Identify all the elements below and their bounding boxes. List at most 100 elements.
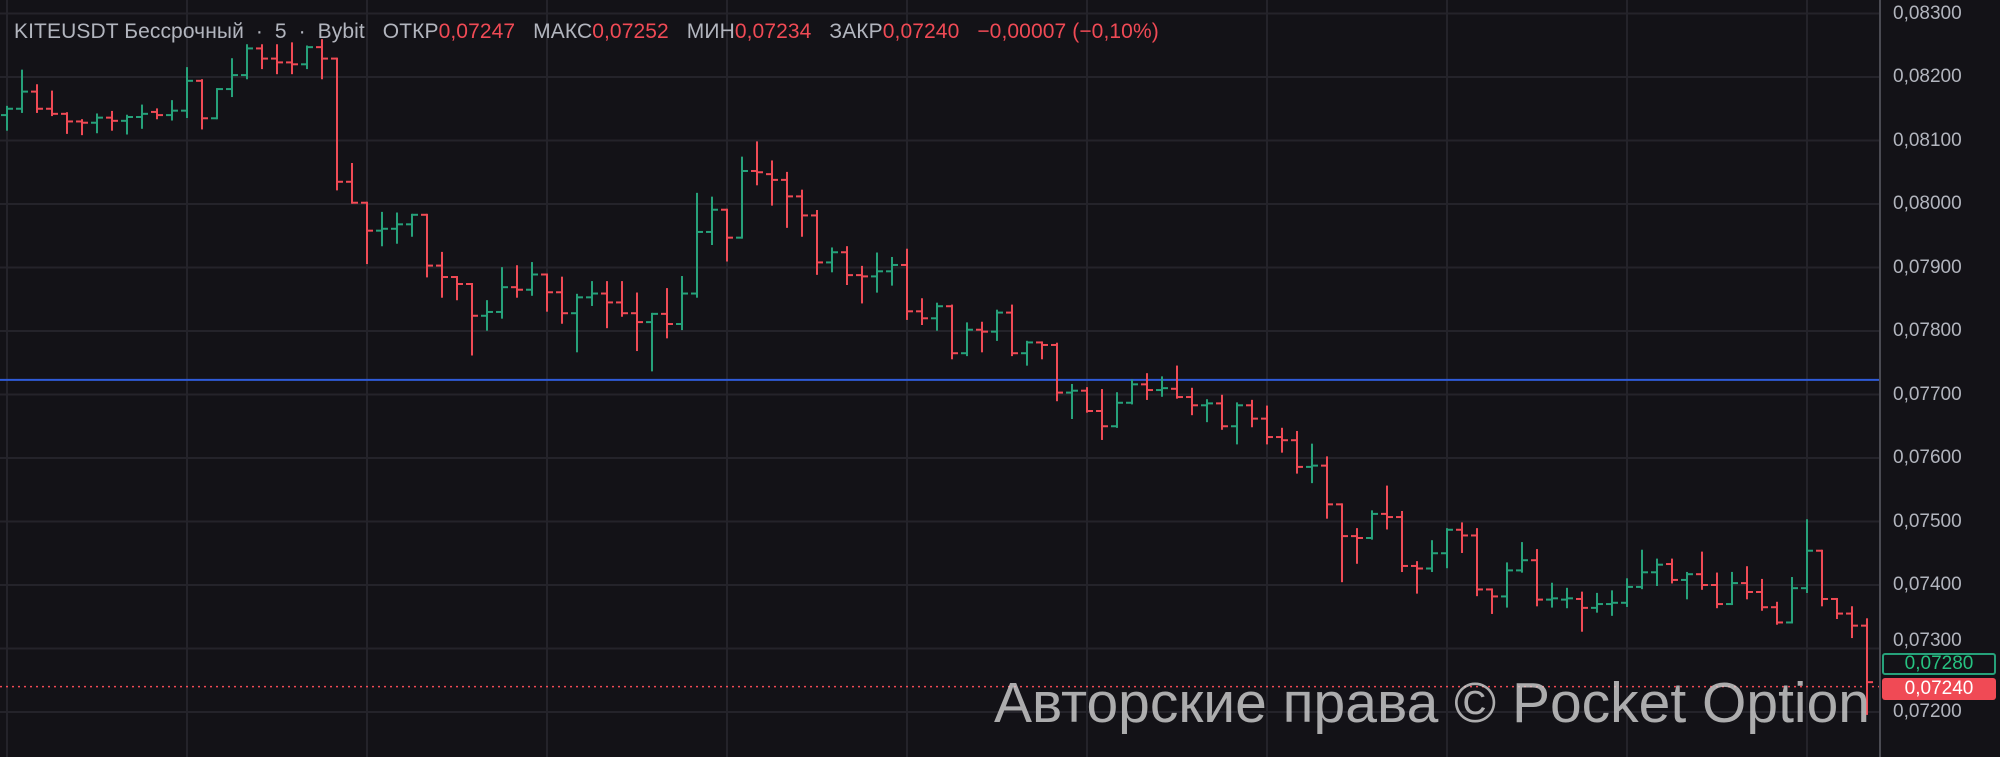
ohlc-bar [1456, 522, 1468, 553]
ohlc-bar [661, 288, 673, 339]
ohlc-bar [1861, 618, 1873, 715]
ohlc-bar [76, 119, 88, 136]
ohlc-bar [451, 276, 463, 301]
ohlc-bar [1681, 571, 1693, 600]
ohlc-bar [706, 196, 718, 246]
ohlc-bar [376, 211, 388, 247]
ohlc-bar [1591, 592, 1603, 613]
ohlc-bar [1471, 528, 1483, 597]
ohlc-bar [1441, 528, 1453, 569]
ohlc-bar [481, 300, 493, 331]
price-axis-label: 0,07300 [1893, 629, 1962, 651]
ohlc-bar [1096, 389, 1108, 440]
ohlc-bar [1831, 597, 1843, 620]
ohlc-bar [1276, 427, 1288, 453]
ohlc-bar [496, 267, 508, 319]
ohlc-bar [301, 45, 313, 70]
ohlc-bar [406, 213, 418, 237]
ohlc-bar [886, 256, 898, 286]
separator: · [298, 20, 306, 43]
ohlc-bar [511, 265, 523, 298]
ohlc-bar [1666, 558, 1678, 584]
ohlc-bar [241, 44, 253, 80]
ohlc-bar [1576, 591, 1588, 632]
ohlc-bar [286, 42, 298, 75]
ohlc-bar [1696, 551, 1708, 590]
legend-header: KITEUSDT Бессрочный · 5 · Bybit ОТКР0,07… [14, 20, 1171, 44]
price-axis-label: 0,08100 [1893, 129, 1962, 151]
ohlc-bar [781, 171, 793, 228]
ohlc-bar [916, 298, 928, 326]
price-axis-label: 0,07500 [1893, 510, 1962, 532]
ohlc-bar [16, 69, 28, 113]
ohlc-bar [1426, 540, 1438, 573]
ohlc-bar [1186, 387, 1198, 416]
ohlc-bar [541, 273, 553, 312]
ohlc-bar [1621, 578, 1633, 607]
close-value: 0,07240 [882, 20, 960, 43]
ohlc-bar [856, 265, 868, 304]
ohlc-bar [1036, 341, 1048, 360]
ohlc-bar [256, 44, 268, 70]
ohlc-bar [1561, 587, 1573, 609]
ohlc-bar [151, 108, 163, 120]
ohlc-bar [1726, 571, 1738, 606]
ohlc-bar [1216, 394, 1228, 430]
ohlc-bar [46, 90, 58, 117]
ohlc-bar [796, 189, 808, 237]
ohlc-bar [1801, 519, 1813, 593]
ohlc-bar [121, 114, 133, 135]
ohlc-bar [721, 208, 733, 262]
ohlc-bar [526, 262, 538, 296]
ohlc-bar [181, 67, 193, 119]
ohlc-bar [1816, 549, 1828, 607]
price-axis-label: 0,07700 [1893, 383, 1962, 405]
ohlc-bar [211, 88, 223, 120]
ohlc-bar [646, 312, 658, 372]
ohlc-bar [1486, 588, 1498, 614]
price-axis-label: 0,07600 [1893, 447, 1962, 468]
ohlc-bar [1306, 443, 1318, 484]
ohlc-bar [931, 302, 943, 331]
ohlc-bar [1381, 485, 1393, 530]
ohlc-bar [1051, 342, 1063, 402]
ohlc-bar [1651, 558, 1663, 586]
ohlc-bar [991, 309, 1003, 341]
ohlc-bar [1231, 402, 1243, 445]
price-tag-green: 0,07280 [1882, 653, 1996, 676]
symbol-name[interactable]: KITEUSDT Бессрочный [14, 20, 244, 43]
ohlc-bar [1366, 510, 1378, 540]
ohlc-bar [1531, 549, 1543, 607]
ohlc-bar [1516, 542, 1528, 573]
price-axis-label: 0,07800 [1893, 320, 1962, 341]
interval[interactable]: 5 [274, 20, 287, 43]
ohlc-bar [106, 110, 118, 131]
ohlc-bar [841, 246, 853, 286]
ohlc-bar [961, 322, 973, 357]
ohlc-bar [1291, 430, 1303, 474]
ohlc-bar [136, 104, 148, 129]
ohlc-bar [391, 212, 403, 244]
ohlc-bar [1336, 503, 1348, 583]
ohlc-bar [1, 105, 13, 131]
ohlc-bar [766, 160, 778, 206]
ohlc-bar [316, 39, 328, 80]
close-label: ЗАКР [829, 20, 883, 43]
ohlc-bar [1396, 510, 1408, 573]
ohlc-bar [1006, 304, 1018, 357]
ohlc-bar [946, 304, 958, 360]
open-label: ОТКР [382, 20, 439, 43]
price-axis-label: 0,07200 [1893, 701, 1962, 722]
ohlc-bar [586, 281, 598, 306]
price-axis-label: 0,07900 [1893, 256, 1962, 278]
ohlc-bar [1171, 365, 1183, 399]
ohlc-bar [361, 201, 373, 265]
ohlc-bar [601, 281, 613, 329]
watermark: Авторские права © Pocket Option [993, 671, 1870, 735]
grid [0, 0, 1880, 757]
ohlc-bar [1351, 528, 1363, 564]
exchange: Bybit [317, 20, 365, 43]
ohlc-bar [1711, 572, 1723, 609]
price-axis-label: 0,07400 [1893, 574, 1962, 595]
